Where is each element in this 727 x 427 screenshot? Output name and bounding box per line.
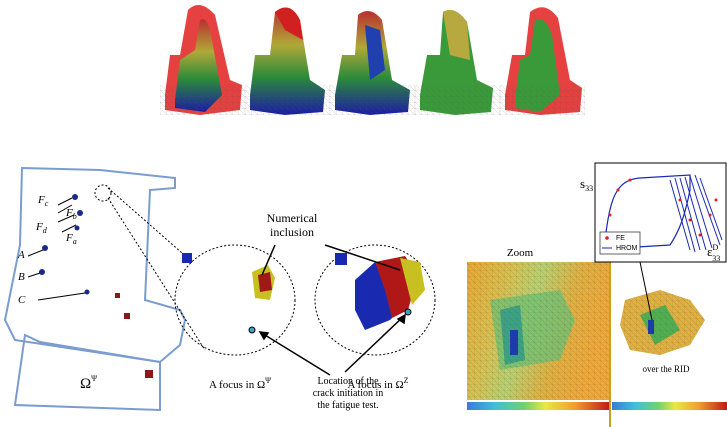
text-part: the fatigue test. [317, 400, 378, 411]
legend-label: FE [616, 235, 625, 242]
rid-label: over the RID [643, 364, 690, 374]
text-part: crack initiation in [313, 388, 384, 399]
text-part: c [45, 199, 49, 208]
domain-label: ΩΨ [80, 374, 97, 392]
text-part: a [73, 237, 77, 246]
text-part: Numerical [267, 211, 318, 225]
text-part: 33 [585, 184, 593, 193]
point-label: C [18, 294, 26, 306]
text-part: d [43, 226, 48, 235]
text-part: Location of the [317, 376, 379, 387]
text-part: Ψ [265, 376, 271, 385]
inclusion-psi [182, 253, 275, 333]
text-part: Z [404, 376, 409, 385]
rid [620, 262, 705, 355]
force-label: Fb [65, 207, 77, 221]
force-label: Fc [37, 194, 49, 208]
force-label: Fd [35, 221, 48, 235]
blade-row [160, 5, 585, 115]
text-part: A focus in Ω [209, 379, 265, 391]
text-part: D [712, 243, 718, 252]
legend-label: HROM [616, 245, 638, 252]
text-part: inclusion [270, 225, 314, 239]
y-axis-label: s33 [580, 176, 593, 193]
figure: Fc Fb Fd Fa A B C ΩΨ Numericalinclusion … [0, 0, 727, 427]
zoom-label: Zoom [507, 247, 534, 259]
text-part: Ψ [91, 374, 97, 383]
force-label: Fa [65, 232, 77, 246]
text-part: 33 [712, 254, 720, 263]
text-part: b [73, 212, 77, 221]
point-label: A [17, 249, 25, 261]
caption: A focus in ΩΨ [209, 376, 271, 391]
point-label: B [18, 271, 25, 283]
text-part: Ω [80, 376, 91, 392]
inclusion-z [335, 253, 425, 330]
